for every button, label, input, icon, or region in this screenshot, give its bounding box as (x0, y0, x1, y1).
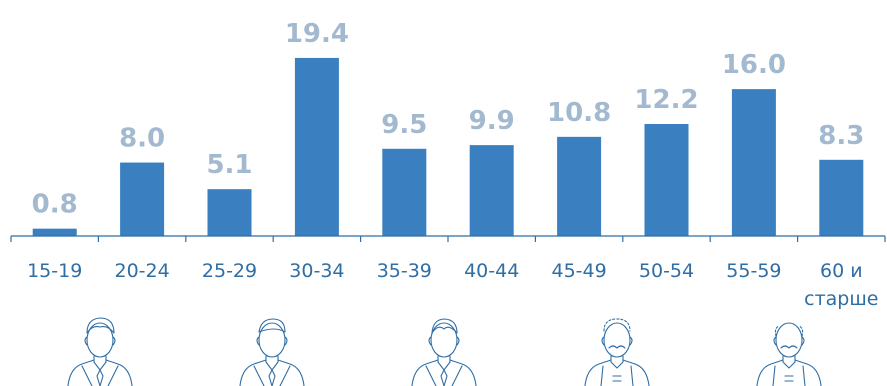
x-tick-label: 50-54 (639, 260, 694, 282)
x-tick-label: 30-34 (289, 260, 344, 282)
mustache-man-icon (584, 318, 650, 386)
x-tick-label: 55-59 (726, 260, 781, 282)
category-labels-group: 15-19 20-24 25-29 30-34 35-39 40-44 45-49 50-54… (27, 260, 878, 310)
bar (731, 89, 776, 237)
data-label: 19.4 (285, 19, 349, 49)
bar (120, 162, 165, 236)
data-label: 12.2 (634, 85, 698, 115)
x-tick-label: 45-49 (551, 260, 606, 282)
data-label: 8.3 (818, 121, 864, 151)
x-tick-label: 15-19 (27, 260, 82, 282)
data-label: 10.8 (547, 98, 611, 128)
x-tick-label: 60 и старше (804, 260, 878, 310)
bar (644, 124, 689, 236)
x-tick-label: 20-24 (114, 260, 169, 282)
data-label: 8.0 (119, 124, 165, 154)
bar (469, 145, 514, 236)
bar (32, 228, 77, 236)
data-label: 9.5 (381, 110, 427, 140)
x-axis-ticks (10, 236, 886, 242)
man-in-suit-icon (239, 318, 305, 386)
bar (294, 57, 339, 236)
bar (207, 189, 252, 236)
bar (382, 148, 427, 236)
bar (819, 159, 864, 236)
value-labels-group: 0.8 8.0 5.1 19.4 9.5 9.9 10.8 12.2 16.0 8.3 (32, 19, 865, 220)
bars-group (32, 57, 864, 237)
x-tick-label: 25-29 (202, 260, 257, 282)
young-man-icon (67, 317, 133, 386)
data-label: 16.0 (722, 50, 786, 80)
data-label: 9.9 (469, 106, 515, 136)
elderly-man-icon (756, 322, 822, 386)
bar (557, 136, 602, 236)
data-label: 5.1 (206, 150, 252, 180)
person-icons-group (67, 317, 822, 386)
x-tick-label: 40-44 (464, 260, 519, 282)
businessman-icon (411, 318, 477, 386)
x-tick-label: 35-39 (377, 260, 432, 282)
data-label: 0.8 (32, 190, 78, 220)
